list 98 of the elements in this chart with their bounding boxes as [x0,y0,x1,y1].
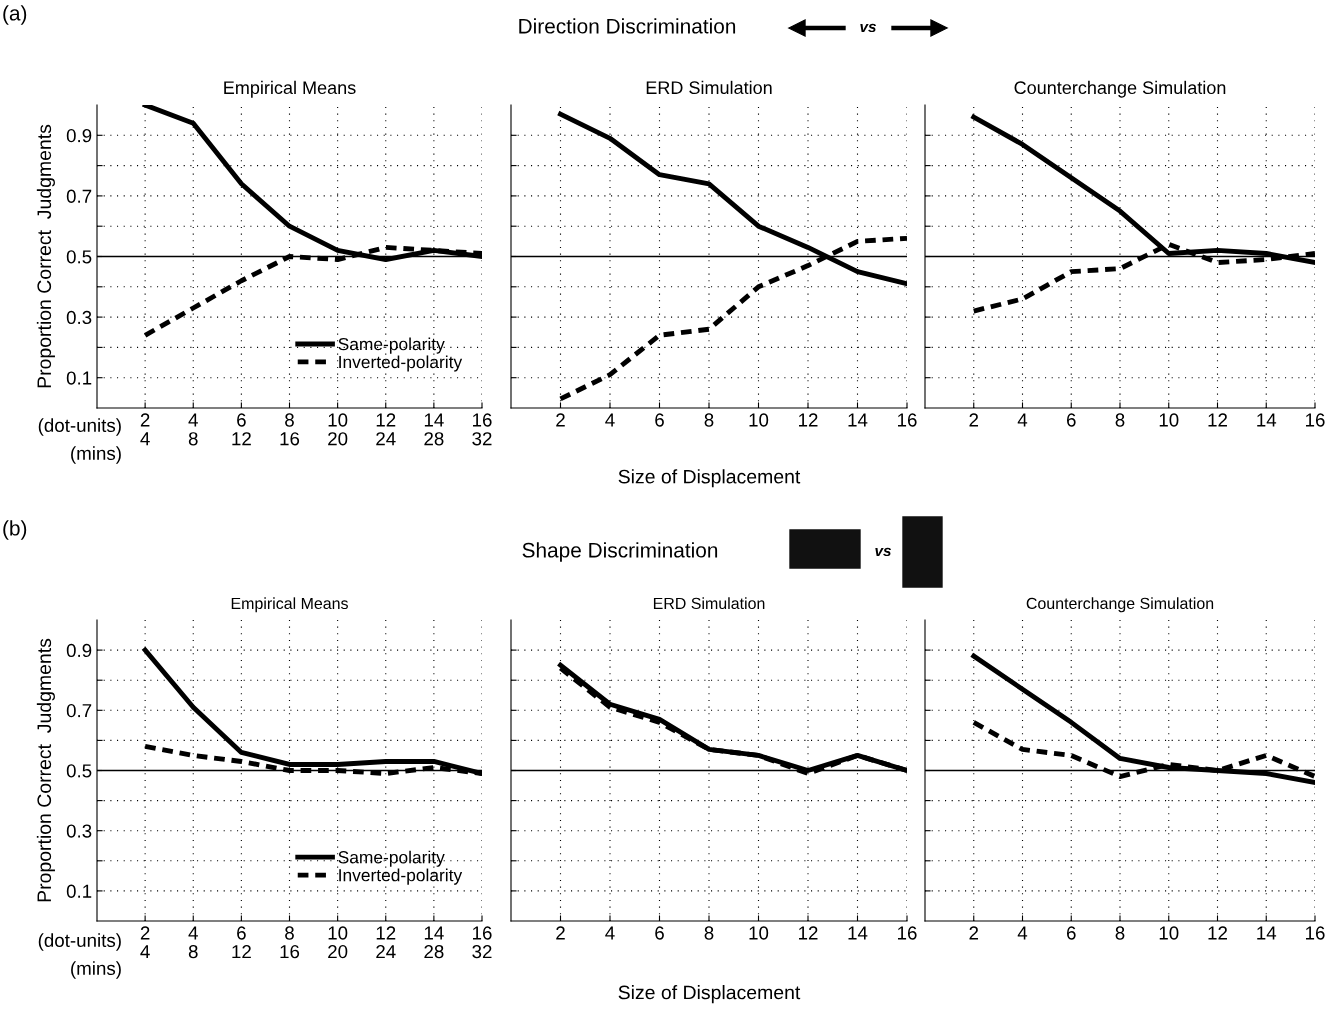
x-tick-label: 12 [1208,926,1227,940]
x-axis-title: Size of Displacement [618,985,801,1004]
chart-title: Counterchange Simulation [1026,597,1214,613]
x-tick-label: 12 [376,926,396,940]
x-tick-label: 8 [285,413,294,427]
x-tick-label: 14 [1257,926,1277,940]
x2-tick-label: 24 [376,432,396,446]
text: (a) [3,5,27,25]
text: Direction Discrimination [519,18,736,34]
x-tick-label: 4 [605,413,615,427]
chart-title: Empirical Means [231,597,348,613]
x-tick-label: 4 [605,926,615,940]
x2-tick-label: 20 [328,944,348,959]
x-tick-label: 12 [1208,413,1227,427]
x-tick-label: 6 [655,926,664,940]
x-tick-label: 14 [848,413,868,427]
x2-tick-label: 8 [188,432,198,446]
chart-title: ERD Simulation [653,597,765,610]
text: vs [860,23,876,33]
x-tick-label: 16 [898,926,917,940]
x-tick-label: 14 [424,413,444,427]
x-axis-title: Size of Displacement [618,469,801,488]
x-tick-label: 14 [1257,413,1277,427]
y-tick-label: 0.3 [66,310,92,325]
x2-tick-label: 20 [328,432,348,446]
x-tick-label: 14 [848,926,868,940]
x-tick-label: 4 [188,413,198,427]
x-tick-label: 10 [1159,926,1179,940]
x-tick-label: 4 [1017,926,1028,940]
legend-label: Inverted-polarity [339,868,463,885]
x2-tick-label: 16 [280,432,300,446]
x-tick-label: 8 [1115,413,1125,427]
x-tick-label: 16 [1306,413,1325,427]
legend-label: Same-polarity [338,337,445,354]
x-tick-label: 16 [898,413,917,427]
x-tick-label: 10 [1159,413,1179,427]
x-tick-label: 10 [749,413,769,427]
x-tick-label: 16 [473,413,492,427]
text: (dot-units) [38,418,121,436]
chart-title: ERD Simulation [646,80,772,95]
y-tick-label: 0.5 [66,764,92,778]
x-tick-label: 16 [1306,926,1325,940]
y-tick-label: 0.5 [66,250,92,264]
x-tick-label: 8 [1115,926,1125,940]
x-tick-label: 14 [424,926,444,940]
x2-tick-label: 16 [280,944,300,959]
x2-tick-label: 28 [424,432,444,446]
y-tick-label: 0.9 [66,643,92,658]
y-tick-label: 0.3 [66,824,92,838]
x2-tick-label: 28 [424,944,444,959]
x-tick-label: 6 [1066,413,1076,427]
legend-label: Inverted-polarity [339,355,463,372]
y-tick-label: 0.9 [66,129,92,143]
x-tick-label: 10 [328,926,348,940]
chart-title: Empirical Means [224,80,356,98]
y-tick-label: 0.1 [66,371,92,385]
x2-tick-label: 12 [232,432,251,446]
y-tick-label: 0.7 [66,704,92,718]
x-tick-label: 8 [704,413,714,427]
y-axis-title: Proportion Correct Judgments [36,638,55,902]
x-tick-label: 8 [704,926,714,940]
x-tick-label: 16 [473,926,492,940]
y-tick-label: 0.1 [66,884,92,898]
x-tick-label: 12 [799,926,818,940]
x-tick-label: 10 [328,413,348,427]
text: vs [875,547,891,557]
x2-tick-label: 8 [188,944,198,959]
text: Shape Discrimination [522,542,718,562]
x-tick-label: 8 [285,926,294,940]
text: (mins) [71,961,121,979]
text: (dot-units) [38,933,121,951]
x2-tick-label: 24 [376,944,396,959]
y-axis-title: Proportion Correct Judgments [36,124,55,388]
x-tick-label: 6 [237,926,246,940]
text: (mins) [71,446,121,464]
x-tick-label: 2 [556,926,565,940]
legend-label: Same-polarity [338,850,445,867]
x-tick-label: 2 [556,413,565,427]
x-tick-label: 6 [1066,926,1076,940]
text: (b) [3,520,27,540]
x-tick-label: 12 [376,413,396,427]
y-tick-label: 0.7 [66,189,92,203]
chart-title: Counterchange Simulation [1014,80,1226,98]
x-tick-label: 6 [237,413,246,427]
x-tick-label: 12 [799,413,818,427]
x-tick-label: 10 [749,926,769,940]
x-tick-label: 4 [1017,413,1028,427]
x-tick-label: 2 [140,413,150,427]
x-tick-label: 2 [969,413,979,427]
x2-tick-label: 4 [140,432,150,446]
x-tick-label: 4 [188,926,198,940]
x2-tick-label: 32 [472,944,492,959]
x-tick-label: 2 [969,926,979,940]
x2-tick-label: 32 [472,432,492,446]
x2-tick-label: 12 [232,944,251,959]
x-tick-label: 2 [140,926,150,940]
x-tick-label: 6 [655,413,664,427]
x2-tick-label: 4 [140,945,150,959]
